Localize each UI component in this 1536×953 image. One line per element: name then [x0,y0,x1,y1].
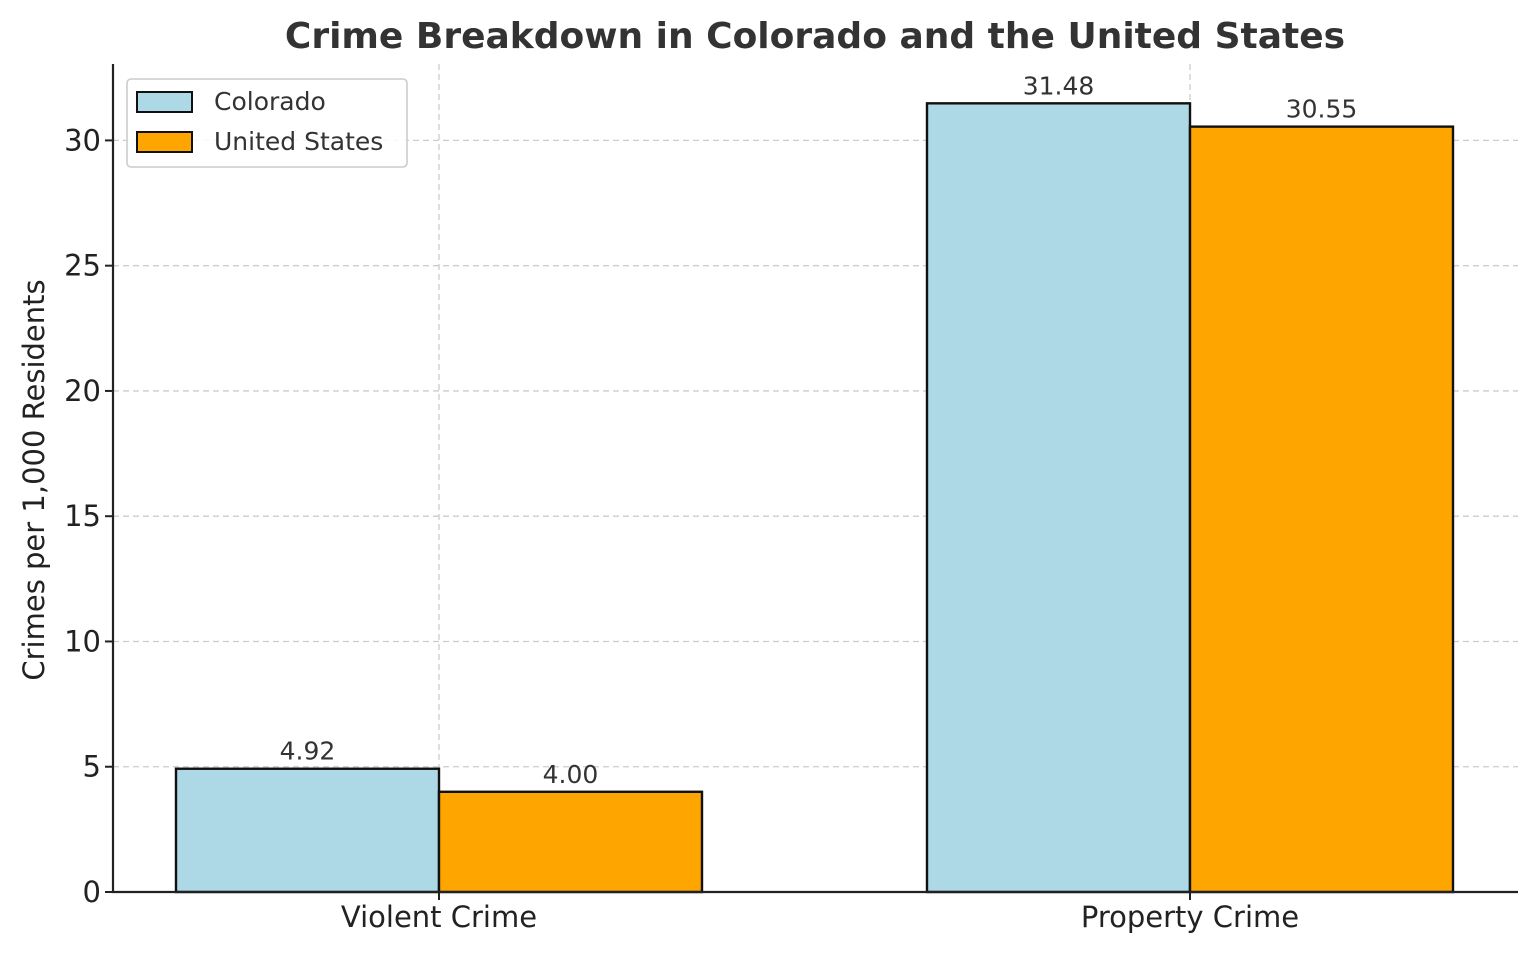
bar-united-states-property-crime [1188,125,1455,894]
y-tick-label: 15 [64,499,101,533]
legend: Colorado United States [126,78,408,168]
data-labels: 4.92 31.48 4.00 30.55 [280,71,1358,788]
x-tick-label: Violent Crime [341,900,537,934]
data-label-colorado-violent-crime: 4.92 [280,737,336,766]
bar-united-states-violent-crime [437,790,704,894]
bars [174,102,1455,894]
y-tick-label: 20 [64,374,101,408]
legend-swatch-colorado [136,91,193,113]
legend-label-colorado: Colorado [214,87,326,116]
legend-frame [126,78,408,168]
y-tick-label: 25 [64,249,101,283]
legend-swatch-united-states [136,131,193,153]
y-tick-label: 5 [83,750,101,784]
data-label-united-states-property-crime: 30.55 [1286,95,1358,124]
y-axis-label: Crimes per 1,000 Residents [17,279,51,680]
y-tick-label: 30 [64,123,101,157]
data-label-colorado-property-crime: 31.48 [1023,71,1095,100]
y-tick-label: 0 [83,875,101,909]
bar-colorado-property-crime [925,102,1192,894]
chart-title: Crime Breakdown in Colorado and the Unit… [285,16,1345,57]
bar-colorado-violent-crime [174,767,441,894]
x-tick-label: Property Crime [1081,900,1299,934]
y-tick-label: 10 [64,624,101,658]
legend-label-united-states: United States [214,127,383,156]
data-label-united-states-violent-crime: 4.00 [543,760,599,789]
axes: 0 5 10 15 20 25 30 Violent Crime Property Crime [64,64,1518,934]
